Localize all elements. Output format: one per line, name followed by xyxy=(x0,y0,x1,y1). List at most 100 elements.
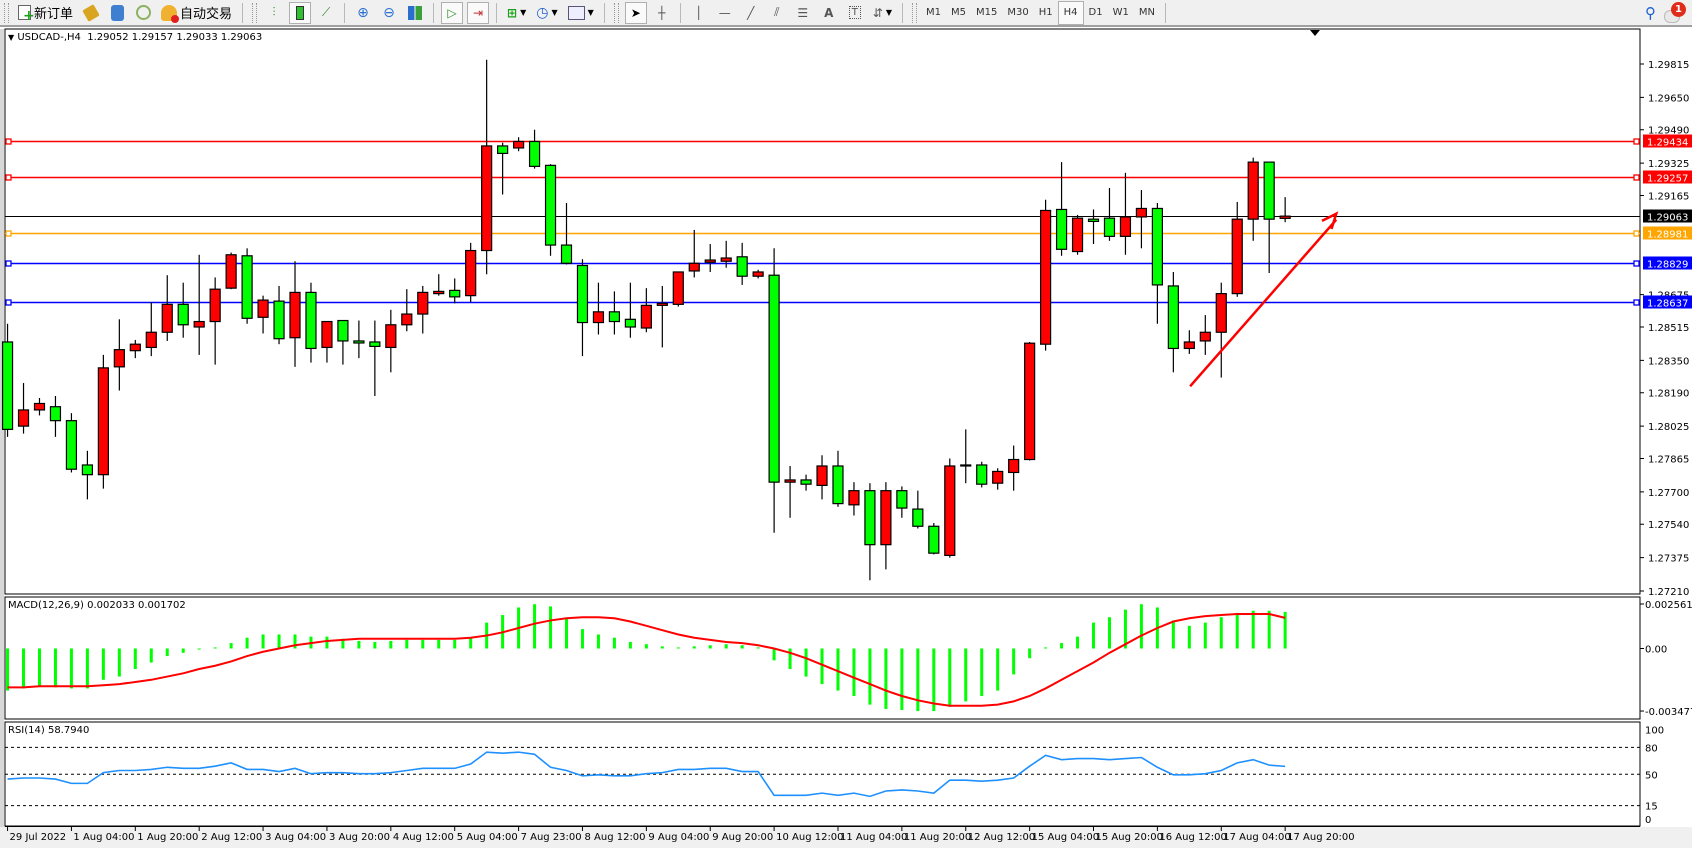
data-window-button[interactable] xyxy=(106,2,128,24)
toolbar-grip[interactable] xyxy=(613,2,619,23)
bullish-candle xyxy=(385,324,397,349)
dropdown-arrow-icon: ▼ xyxy=(587,8,594,17)
candlestick-chart-button[interactable] xyxy=(289,1,312,24)
zoom-out-button[interactable]: ⊖ xyxy=(378,2,400,24)
timeframe-m30[interactable]: M30 xyxy=(1007,7,1029,18)
horizontal-level-line-handle xyxy=(5,174,12,181)
bullish-candle xyxy=(720,257,732,262)
bearish-candle xyxy=(624,318,636,328)
timeframe-mn[interactable]: MN xyxy=(1138,7,1155,18)
chart-shift-button[interactable]: ⇥ xyxy=(467,1,490,24)
horizontal-line-button[interactable]: — xyxy=(714,2,736,24)
crosshair-tool-button[interactable]: ┼ xyxy=(651,2,673,24)
price-axis-label: 1.28350 xyxy=(1648,356,1689,367)
tile-windows-button[interactable] xyxy=(404,2,426,24)
macd-histogram-bar xyxy=(756,647,760,649)
toolbar-grip[interactable] xyxy=(252,2,258,23)
toolbar-grip[interactable] xyxy=(4,2,9,23)
bullish-candle xyxy=(784,479,796,483)
zoom-in-icon: ⊕ xyxy=(357,4,369,21)
notifications-button[interactable]: 1 xyxy=(1664,2,1686,24)
macd-histogram-bar xyxy=(900,648,904,711)
timeframe-m5[interactable]: M5 xyxy=(951,7,966,18)
text-tool-button[interactable]: A xyxy=(818,2,840,24)
bullish-candle xyxy=(417,291,429,315)
text-icon: A xyxy=(824,5,834,20)
horizontal-level-line-handle xyxy=(1633,299,1640,306)
bullish-candle xyxy=(433,290,445,295)
macd-histogram-bar xyxy=(533,604,537,649)
horizontal-level-line-handle xyxy=(5,299,12,306)
line-chart-icon: ⟋ xyxy=(321,5,331,19)
bar-chart-button[interactable]: ⫶ xyxy=(263,2,285,24)
arrows-button[interactable]: ⇵ ▼ xyxy=(870,2,895,24)
price-axis-label: 1.27865 xyxy=(1648,454,1689,465)
bullish-candle xyxy=(401,313,413,326)
auto-scroll-button[interactable]: ▷ xyxy=(441,1,464,24)
periods-button[interactable]: ◷ ▼ xyxy=(533,2,560,24)
toolbar-grip[interactable] xyxy=(912,2,917,23)
macd-histogram-bar xyxy=(740,645,744,649)
trendline-button[interactable]: ╱ xyxy=(740,2,762,24)
macd-histogram-bar xyxy=(1171,620,1175,649)
equidistant-channel-button[interactable]: ⫽ xyxy=(766,2,788,24)
macd-histogram-bar xyxy=(804,648,808,677)
search-icon[interactable]: ⚲ xyxy=(1645,4,1656,22)
price-axis-label: 1.27375 xyxy=(1648,554,1689,565)
bearish-candle xyxy=(768,274,780,483)
fibonacci-icon: ☰ xyxy=(797,5,809,20)
bearish-candle xyxy=(497,145,509,155)
fibonacci-button[interactable]: ☰ xyxy=(792,2,814,24)
bullish-candle xyxy=(1119,216,1132,237)
bullish-candle xyxy=(1231,218,1243,295)
time-axis-label: 3 Aug 20:00 xyxy=(329,832,390,843)
bullish-candle xyxy=(97,367,109,476)
rsi-title: RSI(14) 58.7940 xyxy=(8,725,90,736)
bearish-candle xyxy=(736,256,748,277)
macd-histogram-bar xyxy=(580,629,584,649)
horizontal-level-line-handle xyxy=(1633,138,1640,145)
auto-trading-button[interactable]: 自动交易 xyxy=(158,2,235,24)
timeframe-m1[interactable]: M1 xyxy=(926,7,941,18)
timeframe-d1[interactable]: D1 xyxy=(1088,7,1103,18)
bullish-candle xyxy=(1279,215,1291,219)
navigator-button[interactable] xyxy=(132,2,154,24)
cursor-tool-button[interactable]: ➤ xyxy=(624,1,647,24)
macd-histogram-bar xyxy=(596,634,600,649)
templates-button[interactable]: ▼ xyxy=(565,2,597,24)
macd-histogram-bar xyxy=(1012,648,1016,675)
macd-histogram-bar xyxy=(868,648,872,705)
chart-menu-triangle-icon[interactable]: ▼ xyxy=(8,33,15,42)
bar-chart-icon: ⫶ xyxy=(272,5,276,19)
timeframe-w1[interactable]: W1 xyxy=(1112,7,1129,18)
indicators-button[interactable]: ⊞ ▼ xyxy=(504,2,529,24)
text-label-button[interactable]: T xyxy=(844,2,866,24)
macd-histogram-bar xyxy=(101,648,105,680)
timeframe-h4[interactable]: H4 xyxy=(1057,0,1084,25)
timeframe-h1[interactable]: H1 xyxy=(1038,7,1053,18)
bullish-candle xyxy=(992,470,1004,484)
bullish-candle xyxy=(592,311,605,324)
time-axis-label: 1 Aug 20:00 xyxy=(137,832,198,843)
rsi-axis-label: 0 xyxy=(1645,815,1651,826)
macd-histogram-bar xyxy=(820,648,824,685)
auto-trading-label: 自动交易 xyxy=(180,7,233,22)
macd-histogram-bar xyxy=(293,634,297,649)
line-chart-button[interactable]: ⟋ xyxy=(315,2,337,24)
timeframe-m15[interactable]: M15 xyxy=(976,7,998,18)
horizontal-line-icon: — xyxy=(718,5,731,20)
vertical-line-button[interactable]: │ xyxy=(688,2,710,24)
bearish-candle xyxy=(560,244,573,264)
arrows-icon: ⇵ xyxy=(872,5,883,20)
bearish-candle xyxy=(1087,218,1100,222)
rsi-axis-label: 50 xyxy=(1645,770,1658,781)
chart-symbol: USDCAD-,H4 xyxy=(17,32,81,43)
new-order-button[interactable]: + 新订单 xyxy=(15,2,76,24)
zoom-in-button[interactable]: ⊕ xyxy=(352,2,374,24)
time-axis-label: 15 Aug 20:00 xyxy=(1096,832,1163,843)
database-icon xyxy=(110,4,124,21)
rsi-axis-label: 15 xyxy=(1645,802,1658,813)
macd-histogram-bar xyxy=(1123,609,1127,649)
bullish-candle xyxy=(640,304,652,329)
